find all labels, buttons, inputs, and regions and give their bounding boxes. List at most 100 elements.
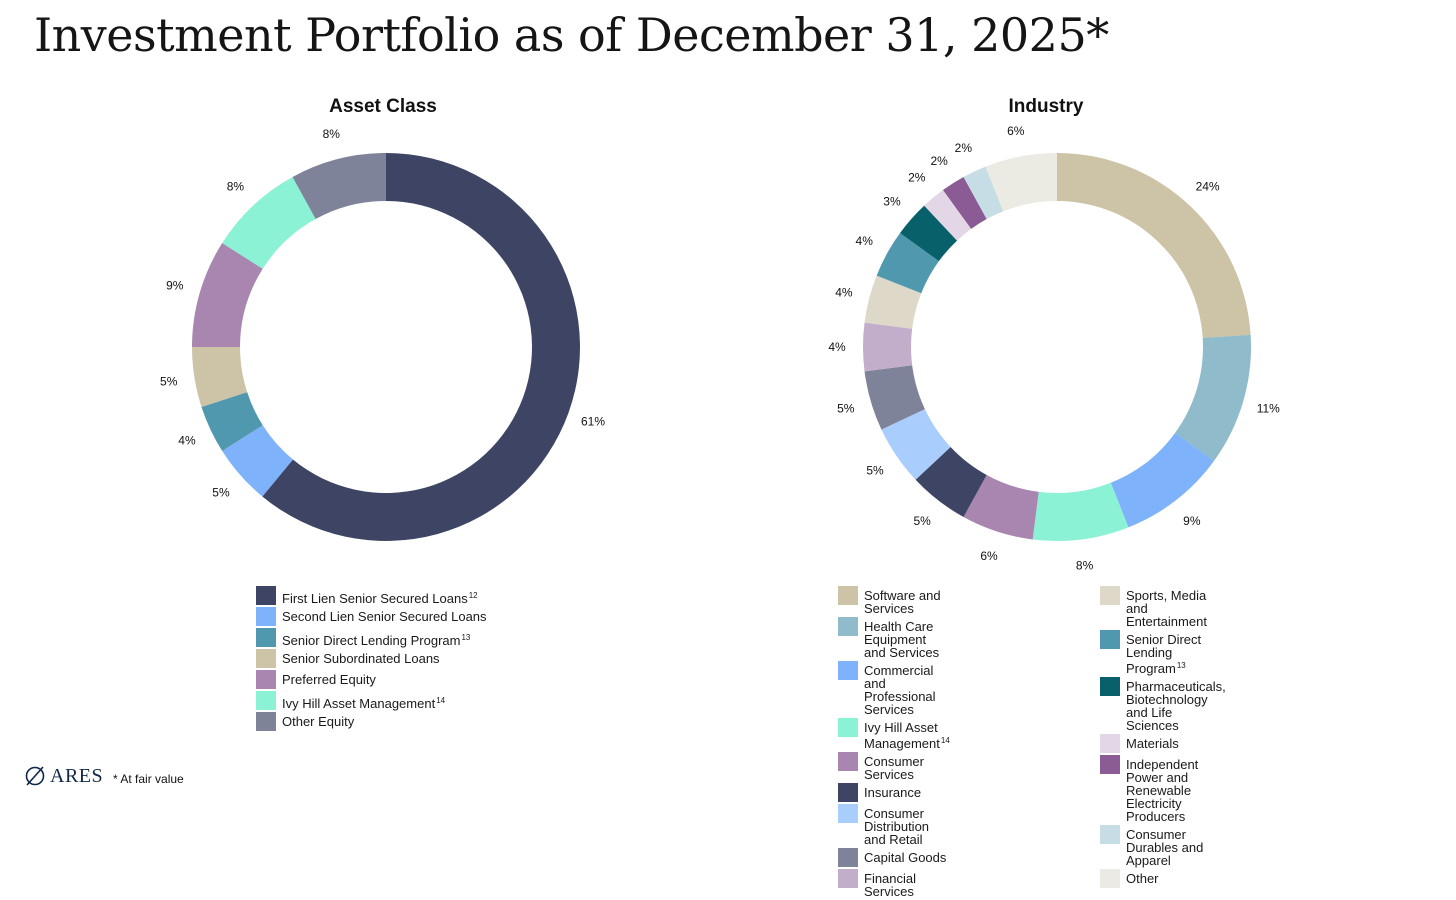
asset-class-legend-label: Senior Direct Lending Program13 <box>282 633 471 648</box>
industry-legend-label: Capital Goods <box>864 850 947 865</box>
industry-legend-label: Ivy Hill Asset Management14 <box>864 720 950 751</box>
industry-label-consumer-services: 6% <box>980 549 998 563</box>
industry-legend-item: Software and Services <box>838 586 950 615</box>
asset-class-slice-first-lien-senior-secured-loans <box>262 153 580 541</box>
asset-class-legend-swatch <box>256 586 276 605</box>
asset-class-legend-swatch <box>256 628 276 647</box>
asset-class-legend-item: Senior Direct Lending Program13 <box>256 628 487 647</box>
asset-class-legend-label: Other Equity <box>282 714 355 729</box>
asset-class-label-senior-direct-lending-program: 4% <box>178 434 196 448</box>
asset-class-legend-item: Ivy Hill Asset Management14 <box>256 691 487 710</box>
asset-class-slice-preferred-equity <box>192 243 263 347</box>
asset-class-legend-swatch <box>256 649 276 668</box>
industry-legend-label: Senior Direct Lending Program13 <box>1126 632 1202 676</box>
industry-label-capital-goods: 5% <box>837 401 855 415</box>
industry-slice-capital-goods <box>864 365 925 430</box>
asset-class-legend-label: Preferred Equity <box>282 672 376 687</box>
industry-legend-label: Software and Services <box>864 588 941 616</box>
industry-label-health-care-equipment-and-services: 11% <box>1257 401 1280 415</box>
asset-class-slice-senior-subordinated-loans <box>192 347 248 407</box>
industry-legend-swatch <box>1100 677 1120 696</box>
industry-label-materials: 2% <box>908 170 926 184</box>
industry-slice-software-and-services <box>1057 153 1251 338</box>
industry-legend-column-1: Software and Services Health Care Equipme… <box>838 586 950 900</box>
asset-class-legend-item: Preferred Equity <box>256 670 487 689</box>
industry-legend-swatch <box>838 783 858 802</box>
industry-legend-item: Pharmaceuticals, Biotechnology and Life … <box>1100 677 1226 732</box>
industry-legend-swatch <box>1100 869 1120 888</box>
industry-legend-label: Consumer Distribution and Retail <box>864 806 930 847</box>
asset-class-label-first-lien-senior-secured-loans: 61% <box>581 415 605 429</box>
industry-legend-swatch <box>838 586 858 605</box>
industry-legend-item: Consumer Durables and Apparel <box>1100 825 1226 867</box>
industry-label-software-and-services: 24% <box>1196 180 1220 194</box>
industry-legend-item: Consumer Services <box>838 752 950 781</box>
industry-slice-senior-direct-lending-program <box>876 232 939 294</box>
industry-legend-item: Sports, Media and Entertainment <box>1100 586 1226 628</box>
asset-class-legend-swatch <box>256 607 276 626</box>
asset-class-label-ivy-hill-asset-management: 8% <box>227 180 245 194</box>
industry-legend-swatch <box>1100 825 1120 844</box>
industry-legend-label: Commercial and Professional Services <box>864 663 936 717</box>
industry-slice-pharmaceuticals-biotechnology-and-life-sciences <box>900 205 958 262</box>
industry-slice-materials <box>924 190 972 241</box>
industry-label-insurance: 5% <box>913 514 931 528</box>
asset-class-legend-label: Ivy Hill Asset Management14 <box>282 696 446 711</box>
asset-class-legend-item: Other Equity <box>256 712 487 731</box>
industry-legend-item: Insurance <box>838 783 950 802</box>
industry-legend-swatch <box>1100 734 1120 753</box>
asset-class-label-preferred-equity: 9% <box>166 279 184 293</box>
industry-legend-item: Ivy Hill Asset Management14 <box>838 718 950 750</box>
asset-class-legend-swatch <box>256 691 276 710</box>
industry-slice-insurance <box>915 446 987 518</box>
asset-class-legend-item: Senior Subordinated Loans <box>256 649 487 668</box>
industry-legend-label: Consumer Durables and Apparel <box>1126 827 1204 868</box>
industry-legend-item: Materials <box>1100 734 1226 753</box>
ares-logo-icon <box>25 766 45 786</box>
industry-legend-swatch <box>1100 630 1120 649</box>
asset-class-label-senior-subordinated-loans: 5% <box>160 374 178 388</box>
industry-chart-title: Industry <box>1008 96 1084 117</box>
industry-legend-swatch <box>838 752 858 771</box>
industry-slice-sports-media-and-entertainment <box>864 275 922 329</box>
industry-slice-consumer-durables-and-apparel <box>963 166 1004 220</box>
industry-legend-item: Health Care Equipment and Services <box>838 617 950 659</box>
industry-label-ivy-hill-asset-management: 8% <box>1076 558 1094 572</box>
industry-legend-item: Independent Power and Renewable Electric… <box>1100 755 1226 823</box>
asset-class-legend-label: Second Lien Senior Secured Loans <box>282 609 487 624</box>
industry-slice-other <box>985 153 1057 212</box>
industry-legend-item: Consumer Distribution and Retail <box>838 804 950 846</box>
asset-class-legend-label: Senior Subordinated Loans <box>282 651 440 666</box>
industry-legend-label: Materials <box>1126 736 1179 751</box>
industry-legend-swatch <box>1100 755 1120 774</box>
industry-legend-label: Pharmaceuticals, Biotechnology and Life … <box>1126 679 1226 733</box>
asset-class-label-other-equity: 8% <box>323 127 341 141</box>
industry-slice-consumer-services <box>963 474 1039 540</box>
industry-legend-item: Commercial and Professional Services <box>838 661 950 716</box>
industry-legend-swatch <box>838 661 858 680</box>
page-title: Investment Portfolio as of December 31, … <box>34 8 1109 62</box>
asset-class-slice-senior-direct-lending-program <box>201 392 263 451</box>
asset-class-slice-ivy-hill-asset-management <box>222 176 316 269</box>
industry-label-senior-direct-lending-program: 4% <box>856 234 874 248</box>
industry-legend-item: Capital Goods <box>838 848 950 867</box>
asset-class-legend-swatch <box>256 712 276 731</box>
asset-class-legend-item: First Lien Senior Secured Loans12 <box>256 586 487 605</box>
asset-class-legend-swatch <box>256 670 276 689</box>
industry-label-commercial-and-professional-services: 9% <box>1183 514 1201 528</box>
industry-label-other: 6% <box>1007 124 1025 138</box>
industry-label-consumer-distribution-and-retail: 5% <box>866 464 884 478</box>
industry-label-financial-services: 4% <box>828 340 846 354</box>
donut-charts: 61% 5% 4% 5% 9% 8% 8% 24% 11% 9% 8% 6% 5% 5% 5% 4% 4% 4% 3… <box>160 124 1280 572</box>
industry-slice-financial-services <box>862 322 913 372</box>
asset-class-label-second-lien-senior-secured-loans: 5% <box>212 485 230 499</box>
industry-legend-item: Senior Direct Lending Program13 <box>1100 630 1226 675</box>
industry-legend-label: Sports, Media and Entertainment <box>1126 588 1207 629</box>
industry-legend-label: Financial Services <box>864 871 917 899</box>
industry-slice-health-care-equipment-and-services <box>1175 334 1251 462</box>
industry-legend-label: Health Care Equipment and Services <box>864 619 940 660</box>
industry-legend-label: Other <box>1126 871 1159 886</box>
asset-class-legend-label: First Lien Senior Secured Loans12 <box>282 591 478 606</box>
fair-value-footnote: * At fair value <box>113 772 184 786</box>
industry-label-independent-power-and-renewable-electricity-producers: 2% <box>930 154 948 168</box>
